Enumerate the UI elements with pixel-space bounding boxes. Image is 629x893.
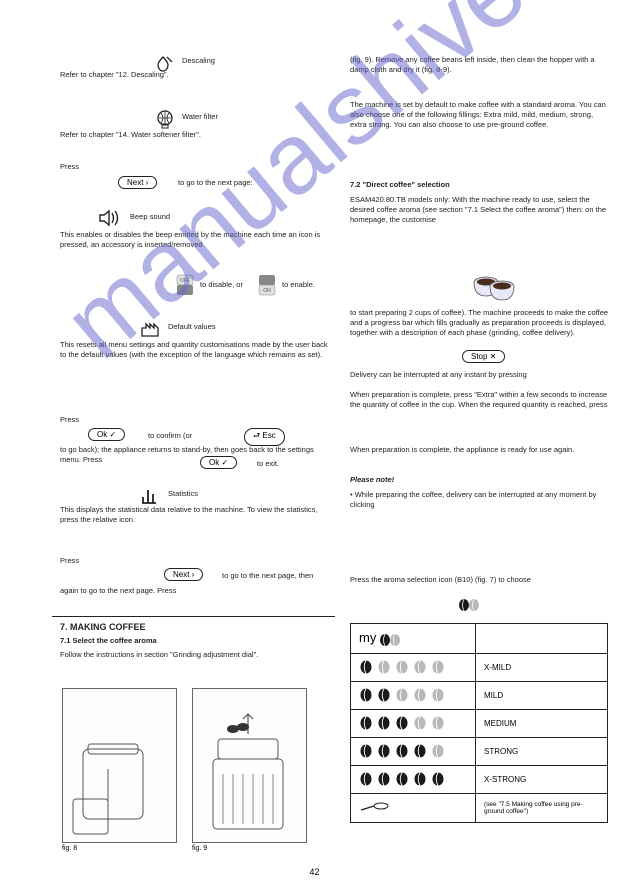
table-row: X-MILD — [351, 653, 608, 681]
next-note: to go to the next page: — [178, 178, 328, 188]
ok-button-2[interactable]: Ok ✓ — [200, 456, 237, 469]
defaults-text-1: This resets all menu settings and quanti… — [60, 340, 335, 360]
beep-text-3: to enable. — [282, 280, 315, 290]
ok-button-1[interactable]: Ok ✓ — [88, 428, 125, 441]
beep-text-2: to disable, or — [200, 280, 243, 290]
strength-table: my X-MILD MILD MEDIUM STRONG — [350, 623, 608, 823]
press-label-1: Press — [60, 162, 79, 172]
svg-text:ON: ON — [263, 288, 271, 294]
esc-button[interactable]: ⮐ Esc — [244, 428, 285, 446]
quantities-text: The machine is set by default to make co… — [350, 100, 610, 129]
figure-8: fig. 8 — [62, 688, 177, 852]
press-label-3: Press — [60, 556, 79, 566]
making-text: Follow the instructions in section "Grin… — [60, 650, 335, 660]
exit-text: to exit. — [257, 459, 279, 469]
press-label-2: Press — [60, 415, 79, 425]
beep-label: Beep sound — [130, 212, 280, 222]
goback-text: to go back); the appliance returns to st… — [60, 445, 335, 465]
divider — [52, 616, 335, 617]
next-button-2[interactable]: Next › — [164, 568, 203, 581]
table-row-my: my — [351, 624, 608, 654]
direct-text-5: When preparation is complete, the applia… — [350, 445, 610, 455]
fig9-text: (fig. 9). Remove any coffee beans left i… — [350, 55, 610, 75]
filter-text: Refer to chapter "14. Water softener fil… — [60, 130, 330, 140]
table-row: STRONG — [351, 737, 608, 765]
please-note-text: • While preparing the coffee, delivery c… — [350, 490, 610, 510]
manual-page: Descaling Refer to chapter "12. Descalin… — [0, 0, 629, 893]
direct-title: 7.2 "Direct coffee" selection — [350, 180, 450, 190]
strength-intro: Press the aroma selection icon (B10) (fi… — [350, 575, 610, 585]
on-toggle[interactable]: ON — [258, 274, 276, 298]
stats-label: Statistics — [168, 489, 198, 499]
direct-text-3: Delivery can be interrupted at any insta… — [350, 370, 610, 380]
filter-icon — [155, 110, 175, 132]
direct-text-4: When preparation is complete, press "Ext… — [350, 390, 610, 410]
stats-next-2: again to go to the next page. Press — [60, 586, 335, 596]
page-number: 42 — [309, 867, 319, 877]
making-sub: 7.1 Select the coffee aroma — [60, 636, 157, 646]
stop-button[interactable]: Stop ✕ — [462, 350, 505, 363]
bean-selection-icon — [458, 598, 480, 614]
defaults-label: Default values — [168, 322, 318, 332]
table-row: MILD — [351, 681, 608, 709]
descaling-label: Descaling — [182, 56, 332, 66]
figure-9: fig. 9 — [192, 688, 307, 852]
next-button-1[interactable]: Next › — [118, 176, 157, 189]
stats-text-1: This displays the statistical data relat… — [60, 505, 335, 525]
off-toggle[interactable]: OFF — [176, 274, 194, 298]
svg-text:OFF: OFF — [180, 278, 190, 284]
speaker-icon — [98, 208, 122, 230]
table-row-ground: (see "7.5 Making coffee using pre-ground… — [351, 793, 608, 822]
table-row: MEDIUM — [351, 709, 608, 737]
direct-text-1: ESAM420.80.TB models only: With the mach… — [350, 195, 610, 224]
stats-icon — [140, 485, 160, 507]
confirm-text: to confirm (or — [148, 431, 238, 441]
two-cups-icon — [470, 268, 518, 306]
table-row: X-STRONG — [351, 765, 608, 793]
beep-text-1: This enables or disables the beep emitte… — [60, 230, 335, 250]
please-note: Please note! — [350, 475, 394, 485]
stats-next-1: to go to the next page, then — [222, 571, 332, 581]
factory-icon — [140, 318, 160, 340]
filter-label: Water filter — [182, 112, 332, 122]
descaling-text: Refer to chapter "12. Descaling". — [60, 70, 330, 80]
direct-text-2: to start preparing 2 cups of coffee). Th… — [350, 308, 610, 337]
making-title: 7. MAKING COFFEE — [60, 622, 146, 634]
